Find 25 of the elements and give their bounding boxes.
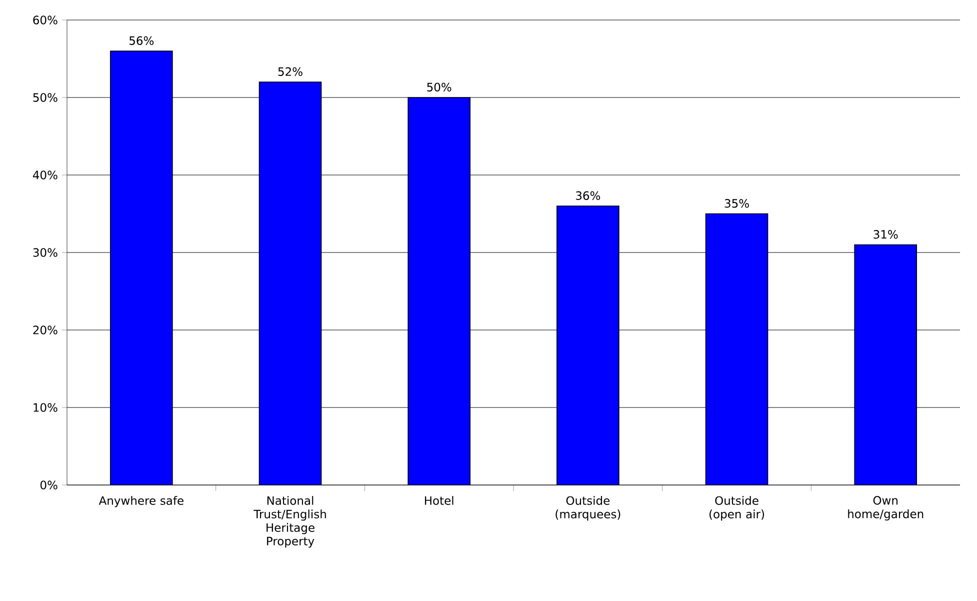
bar [408, 97, 470, 485]
bar [705, 213, 768, 485]
bar [110, 50, 173, 485]
x-tick-label: Outside (marquees) [556, 496, 620, 521]
x-tick-label: Hotel [424, 496, 454, 505]
y-tick-label: 0% [40, 480, 58, 490]
y-tick-label: 60% [33, 16, 58, 24]
bar [258, 82, 322, 485]
y-tick-label: 50% [33, 93, 58, 102]
y-tick-label: 40% [32, 170, 58, 180]
x-tick-label: National Trust/English Heritage Property [254, 496, 326, 548]
data-label: 50% [427, 82, 452, 92]
y-tick-label: 30% [33, 248, 58, 257]
data-label: 56% [130, 36, 154, 45]
x-tick-label: Own home/garden [848, 496, 924, 520]
data-label: 31% [874, 230, 898, 239]
x-tick-label: Anywhere safe [98, 496, 184, 508]
y-tick-label: 10% [34, 403, 58, 412]
bar [556, 206, 620, 485]
bar [854, 244, 917, 485]
y-tick-label: 20% [33, 326, 58, 334]
data-label: 52% [278, 67, 302, 76]
data-label: 36% [576, 191, 600, 200]
data-label: 35% [724, 199, 749, 208]
x-tick-label: Outside (open air) [710, 496, 764, 521]
